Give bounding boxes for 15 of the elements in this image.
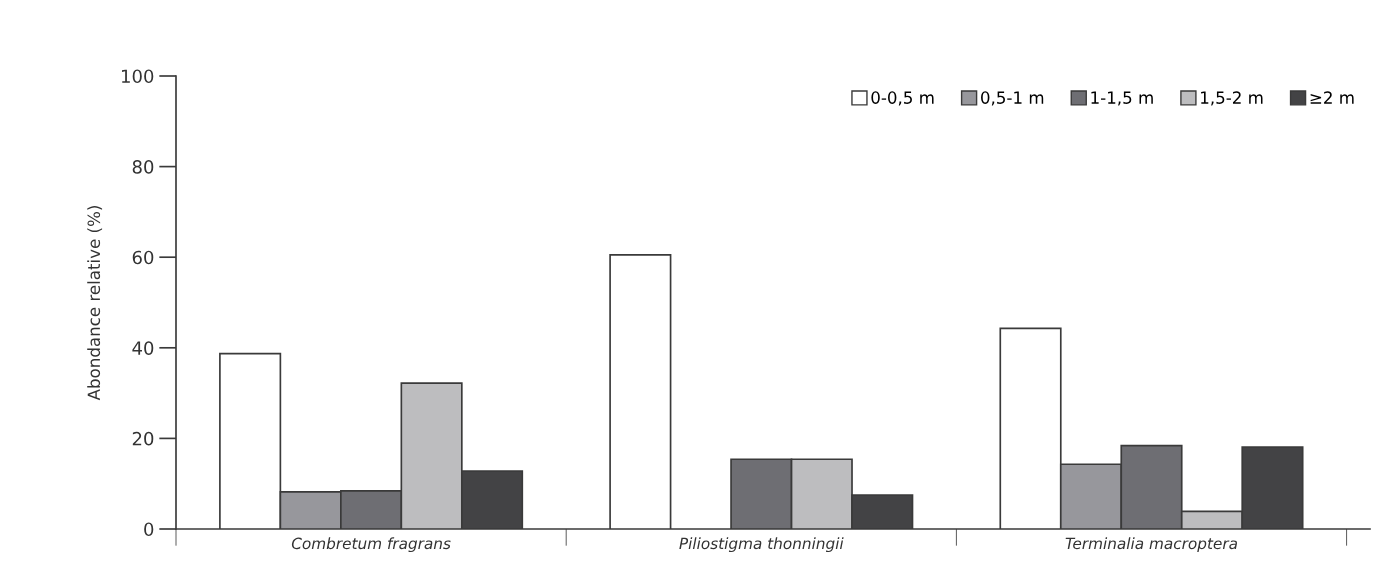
y-tick-label: 100: [121, 69, 154, 84]
x-tick-label: Piliostigma thonningii: [679, 537, 844, 553]
y-tick-label: 40: [132, 341, 154, 355]
legend-label: ≥2 m: [1310, 91, 1354, 104]
legend-label: 1-1,5 m: [1091, 91, 1153, 106]
y-tick-label: 20: [132, 431, 154, 446]
y-tick-label: 0: [144, 522, 154, 537]
x-tick-label: Combretum fragrans: [291, 537, 451, 553]
legend-label: 0-0,5 m: [871, 91, 934, 106]
y-tick-label: 60: [132, 250, 154, 265]
legend-label: 0,5-1 m: [981, 91, 1044, 106]
legend-label: 1,5-2 m: [1201, 91, 1263, 106]
y-tick-label: 80: [132, 160, 154, 174]
x-tick-label: Terminalia macroptera: [1065, 537, 1237, 553]
y-axis-title: Abondance relative (%): [87, 206, 103, 401]
